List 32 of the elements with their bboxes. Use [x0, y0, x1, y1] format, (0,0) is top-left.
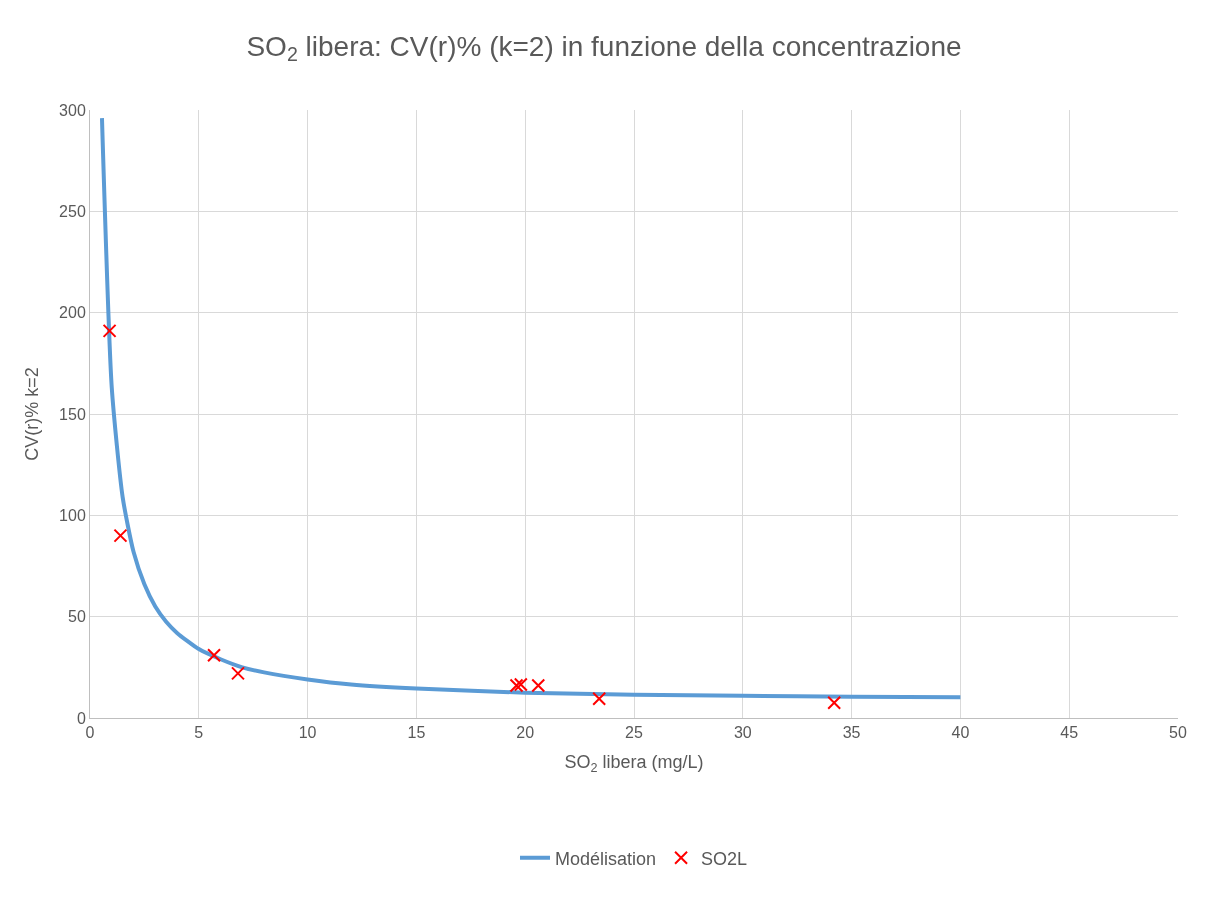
point [509, 678, 524, 693]
y-tick-label: 100 [59, 506, 86, 524]
x-tick-label: 5 [194, 724, 204, 742]
legend-label: SO2L [701, 848, 748, 869]
x-tick-label: 10 [298, 724, 317, 742]
point [102, 323, 117, 338]
point [592, 691, 607, 706]
point [230, 666, 245, 681]
x-tick-label: 50 [1169, 724, 1187, 742]
point [531, 678, 546, 693]
point [513, 677, 528, 692]
point [207, 648, 222, 663]
chart-title: SO$_{2}$ libera: CV(r)% (k=2) in funzione della concentrazione [246, 30, 962, 66]
y-tick-label: 150 [59, 405, 86, 423]
y-tick-label: 250 [59, 202, 86, 220]
x-tick-label: 20 [516, 724, 535, 742]
y-axis-title: CV(r)% k=2 [22, 367, 43, 461]
y-tick-label: 50 [68, 608, 86, 626]
point [113, 528, 128, 543]
x-tick-label: 25 [625, 724, 643, 742]
x-tick-label: 45 [1060, 724, 1079, 742]
legend-label: Modélisation [555, 848, 657, 869]
x-tick-label: 15 [407, 724, 426, 742]
y-tick-label: 200 [59, 304, 86, 322]
y-tick-label: 0 [76, 709, 86, 727]
y-tick-label: 300 [59, 101, 86, 119]
line-series [99, 116, 963, 700]
x-axis-title: SO$_{2}$ libera (mg/L) [564, 752, 704, 776]
point [827, 695, 842, 710]
x-tick-label: 30 [733, 724, 752, 742]
x-tick-label: 35 [842, 724, 861, 742]
x-tick-label: 40 [951, 724, 970, 742]
